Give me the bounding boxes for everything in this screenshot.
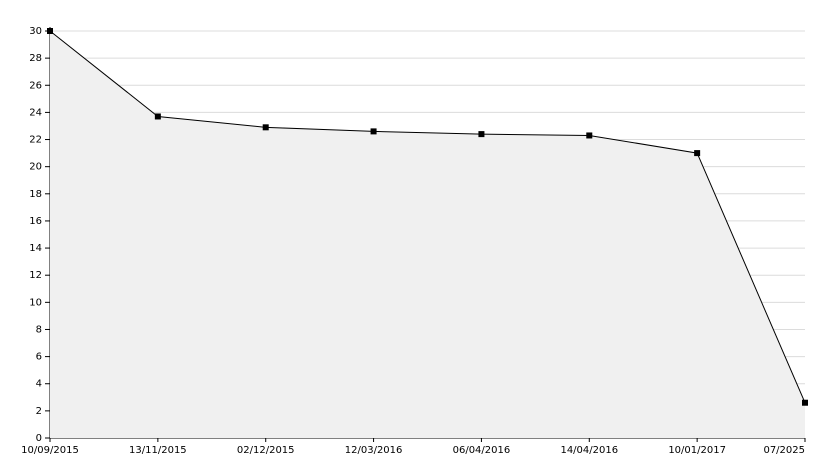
point-marker	[47, 28, 53, 34]
x-tick-label: 12/03/2016	[345, 445, 403, 456]
line	[49, 30, 806, 403]
x-tick-label: 10/01/2017	[668, 445, 726, 456]
y-tick-label: 8	[36, 324, 42, 335]
x-tick-label: 07/2025	[763, 445, 805, 456]
point-marker	[154, 113, 161, 120]
point-marker	[802, 399, 808, 406]
y-tick-label: 12	[29, 270, 42, 281]
point-marker	[262, 124, 269, 131]
y-tick-label: 18	[29, 189, 42, 200]
y-tick-label: 0	[36, 433, 42, 444]
y-tick-label: 28	[29, 53, 42, 64]
point-marker	[478, 131, 485, 138]
point-marker	[694, 150, 701, 157]
x-tick-label: 02/12/2015	[237, 445, 295, 456]
y-tick-label: 24	[29, 107, 42, 118]
y-tick-label: 16	[29, 216, 42, 227]
x-tick-label: 10/09/2015	[21, 445, 79, 456]
y-tick-label: 30	[29, 26, 42, 37]
y-tick-label: 22	[29, 135, 42, 146]
y-tick-label: 26	[29, 80, 42, 91]
y-tick-label: 2	[36, 406, 42, 417]
y-tick-label: 6	[36, 352, 42, 363]
y-tick-label: 10	[29, 297, 42, 308]
x-tick-label: 13/11/2015	[129, 445, 187, 456]
y-tick-label: 14	[29, 243, 42, 254]
x-tick-label: 06/04/2016	[453, 445, 511, 456]
y-tick-label: 4	[36, 379, 42, 390]
point-marker	[370, 128, 377, 135]
y-tick-label: 20	[29, 162, 42, 173]
point-marker	[586, 132, 593, 139]
x-tick-label: 14/04/2016	[560, 445, 618, 456]
area	[50, 31, 805, 438]
